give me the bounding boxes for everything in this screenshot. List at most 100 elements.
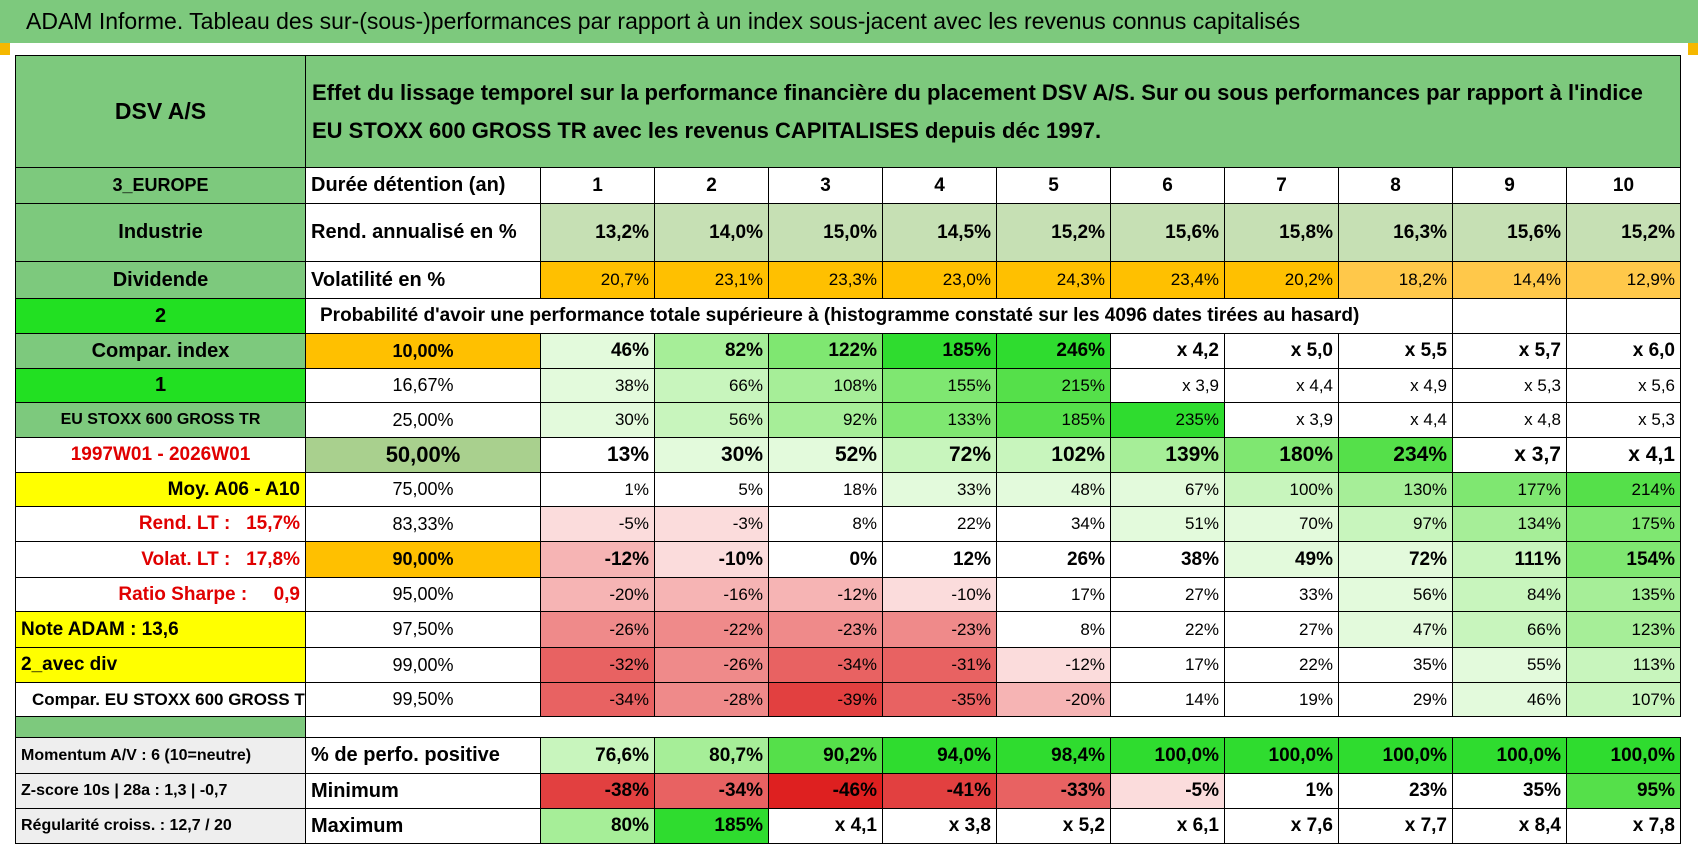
value-cell: x 6,0 (1567, 334, 1681, 369)
value-cell: x 3,9 (1225, 403, 1339, 438)
value-cell: 66% (655, 369, 769, 403)
value-cell: x 7,8 (1567, 809, 1681, 844)
value-cell: 185% (997, 403, 1111, 438)
value-cell: x 5,2 (997, 809, 1111, 844)
value-cell: 15,2% (997, 204, 1111, 262)
corner: DSV A/S (16, 56, 306, 168)
value-cell: -31% (883, 648, 997, 683)
value-cell: 51% (1111, 507, 1225, 542)
value-cell: 17% (1111, 648, 1225, 683)
value-cell: 80% (541, 809, 655, 844)
row-header: 2 (16, 299, 306, 334)
value-cell: -28% (655, 683, 769, 717)
note-text: Probabilité d'avoir une performance tota… (306, 299, 1453, 334)
row-label: 99,50% (306, 683, 541, 717)
row-label: % de perfo. positive (306, 738, 541, 774)
value-cell: 48% (997, 473, 1111, 507)
value-cell: 70% (1225, 507, 1339, 542)
row-header: Momentum A/V : 6 (10=neutre) (16, 738, 306, 774)
value-cell: -23% (769, 612, 883, 648)
row-header: Régularité croiss. : 12,7 / 20 (16, 809, 306, 844)
value-cell: 38% (541, 369, 655, 403)
value-cell: 22% (1225, 648, 1339, 683)
title-bar: ADAM Informe. Tableau des sur-(sous-)per… (0, 0, 1698, 43)
value-cell: 92% (769, 403, 883, 438)
value-cell: 107% (1567, 683, 1681, 717)
value-cell: 33% (1225, 578, 1339, 612)
value-cell: -32% (541, 648, 655, 683)
value-cell: -33% (997, 774, 1111, 809)
value-cell: 111% (1453, 542, 1567, 578)
value-cell: 15,2% (1567, 204, 1681, 262)
value-cell: 76,6% (541, 738, 655, 774)
value-cell: 49% (1225, 542, 1339, 578)
value-cell: 82% (655, 334, 769, 369)
value-cell: 16,3% (1339, 204, 1453, 262)
row-header: Volat. LT : 17,8% (16, 542, 306, 578)
value-cell: 123% (1567, 612, 1681, 648)
value-cell: 134% (1453, 507, 1567, 542)
value-cell: 135% (1567, 578, 1681, 612)
marker (0, 43, 10, 55)
value-cell: -12% (997, 648, 1111, 683)
value-cell: 6 (1111, 168, 1225, 204)
value-cell: 35% (1339, 648, 1453, 683)
description: Effet du lissage temporel sur la perform… (306, 56, 1681, 168)
row-label: Rend. annualisé en % (306, 204, 541, 262)
value-cell: 13% (541, 438, 655, 473)
row-label: 75,00% (306, 473, 541, 507)
value-cell: -26% (541, 612, 655, 648)
row-label: 16,67% (306, 369, 541, 403)
value-cell: 46% (541, 334, 655, 369)
table-frame (15, 55, 1681, 56)
value-cell: 102% (997, 438, 1111, 473)
value-cell: -20% (541, 578, 655, 612)
row-header: Rend. LT : 15,7% (16, 507, 306, 542)
value-cell: 214% (1567, 473, 1681, 507)
value-cell: 155% (883, 369, 997, 403)
row-header: 1 (16, 369, 306, 403)
value-cell: 47% (1339, 612, 1453, 648)
value-cell: 10 (1567, 168, 1681, 204)
value-cell: 154% (1567, 542, 1681, 578)
value-cell: 180% (1225, 438, 1339, 473)
value-cell: 94,0% (883, 738, 997, 774)
row-label: 90,00% (306, 542, 541, 578)
value-cell: x 4,4 (1339, 403, 1453, 438)
value-cell: 130% (1339, 473, 1453, 507)
value-cell: 34% (997, 507, 1111, 542)
value-cell: 175% (1567, 507, 1681, 542)
value-cell: 15,6% (1453, 204, 1567, 262)
value-cell: 38% (1111, 542, 1225, 578)
value-cell: -34% (655, 774, 769, 809)
value-cell: 177% (1453, 473, 1567, 507)
row-header: Dividende (16, 262, 306, 299)
row-label: 25,00% (306, 403, 541, 438)
value-cell: 122% (769, 334, 883, 369)
value-cell: 185% (655, 809, 769, 844)
value-cell: 8% (997, 612, 1111, 648)
value-cell: 1% (1225, 774, 1339, 809)
value-cell: 12,9% (1567, 262, 1681, 299)
gap (16, 717, 306, 738)
row-label: 10,00% (306, 334, 541, 369)
value-cell: 17% (997, 578, 1111, 612)
value-cell: -12% (769, 578, 883, 612)
value-cell: -35% (883, 683, 997, 717)
value-cell: -26% (655, 648, 769, 683)
value-cell: x 5,5 (1339, 334, 1453, 369)
value-cell: 1% (541, 473, 655, 507)
value-cell: 4 (883, 168, 997, 204)
value-cell: 52% (769, 438, 883, 473)
value-cell: 55% (1453, 648, 1567, 683)
value-cell: 23% (1339, 774, 1453, 809)
value-cell: 100,0% (1567, 738, 1681, 774)
value-cell: 14% (1111, 683, 1225, 717)
row-header: Compar. EU STOXX 600 GROSS TR (16, 683, 306, 717)
value-cell: x 5,7 (1453, 334, 1567, 369)
value-cell: 26% (997, 542, 1111, 578)
value-cell: 100% (1225, 473, 1339, 507)
value-cell: 72% (1339, 542, 1453, 578)
value-cell: 20,7% (541, 262, 655, 299)
